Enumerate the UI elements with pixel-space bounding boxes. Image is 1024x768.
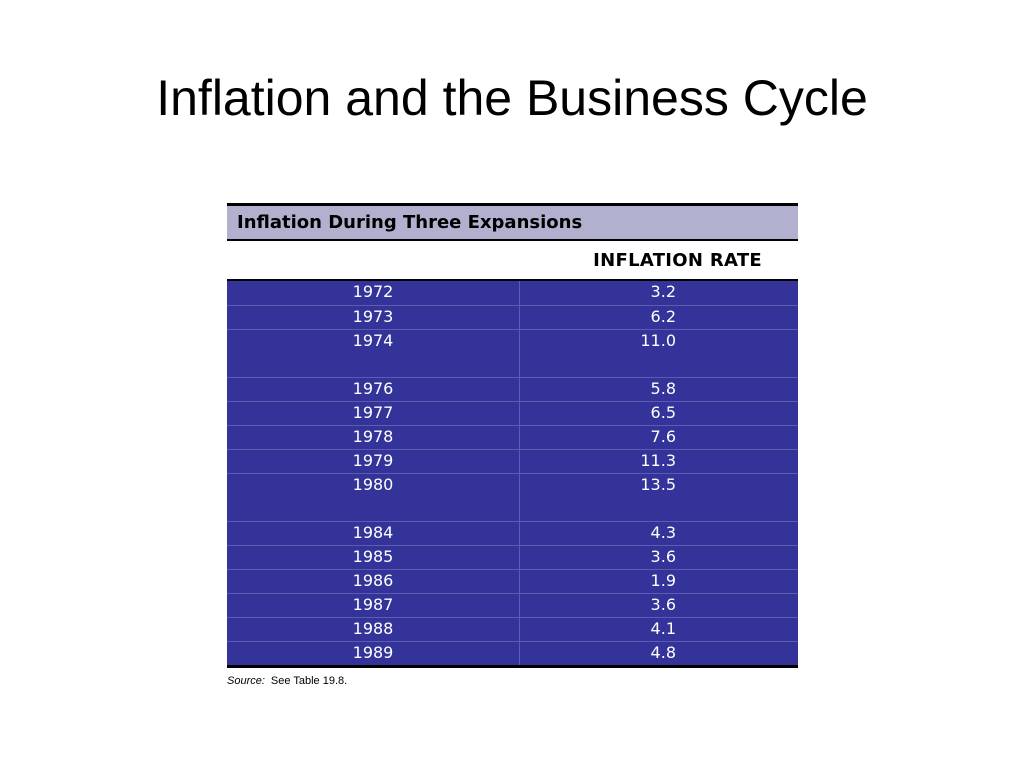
rate-cell: 11.0 — [640, 331, 676, 350]
table-body: 1972 3.2 1973 6.2 1974 11.0 1976 5.8 1977 6.5 1978… — [227, 281, 798, 668]
year-cell: 1974 — [227, 330, 520, 377]
rate-cell: 4.8 — [650, 643, 676, 662]
year-cell: 1972 — [227, 281, 520, 305]
slide-title: Inflation and the Business Cycle — [156, 70, 868, 126]
rate-cell: 6.2 — [650, 307, 676, 326]
rate-cell: 4.1 — [650, 619, 676, 638]
rate-cell: 7.6 — [650, 427, 676, 446]
table-row: 1977 6.5 — [227, 401, 798, 425]
year-cell: 1979 — [227, 450, 520, 473]
source-label: Source: — [227, 675, 265, 687]
year-cell: 1980 — [227, 474, 520, 521]
table-row: 1974 11.0 — [227, 329, 798, 377]
table-row: 1985 3.6 — [227, 545, 798, 569]
table-row: 1980 13.5 — [227, 473, 798, 521]
table-caption: Inflation During Three Expansions — [227, 203, 798, 241]
year-cell: 1987 — [227, 594, 520, 617]
rate-cell: 3.6 — [650, 547, 676, 566]
year-cell: 1976 — [227, 378, 520, 401]
rate-cell: 6.5 — [650, 403, 676, 422]
table-row: 1987 3.6 — [227, 593, 798, 617]
table-row: 1978 7.6 — [227, 425, 798, 449]
rate-cell: 13.5 — [640, 475, 676, 494]
rate-cell: 3.2 — [650, 282, 676, 301]
rate-cell: 4.3 — [650, 523, 676, 542]
inflation-table: Inflation During Three Expansions INFLAT… — [227, 203, 798, 668]
year-cell: 1985 — [227, 546, 520, 569]
year-cell: 1977 — [227, 402, 520, 425]
year-cell: 1986 — [227, 570, 520, 593]
table-row: 1976 5.8 — [227, 377, 798, 401]
table-row: 1973 6.2 — [227, 305, 798, 329]
rate-cell: 1.9 — [650, 571, 676, 590]
table-row: 1972 3.2 — [227, 281, 798, 305]
table-row: 1989 4.8 — [227, 641, 798, 665]
table-row: 1986 1.9 — [227, 569, 798, 593]
rate-cell: 3.6 — [650, 595, 676, 614]
year-cell: 1989 — [227, 642, 520, 665]
year-cell: 1984 — [227, 522, 520, 545]
year-cell: 1978 — [227, 426, 520, 449]
table-row: 1988 4.1 — [227, 617, 798, 641]
table-row: 1984 4.3 — [227, 521, 798, 545]
source-text: See Table 19.8. — [270, 675, 348, 687]
year-cell: 1973 — [227, 306, 520, 329]
column-header-inflation-rate: INFLATION RATE — [227, 241, 798, 281]
source-note: Source: See Table 19.8. — [227, 675, 347, 687]
rate-cell: 5.8 — [650, 379, 676, 398]
year-cell: 1988 — [227, 618, 520, 641]
rate-cell: 11.3 — [640, 451, 676, 470]
table-row: 1979 11.3 — [227, 449, 798, 473]
